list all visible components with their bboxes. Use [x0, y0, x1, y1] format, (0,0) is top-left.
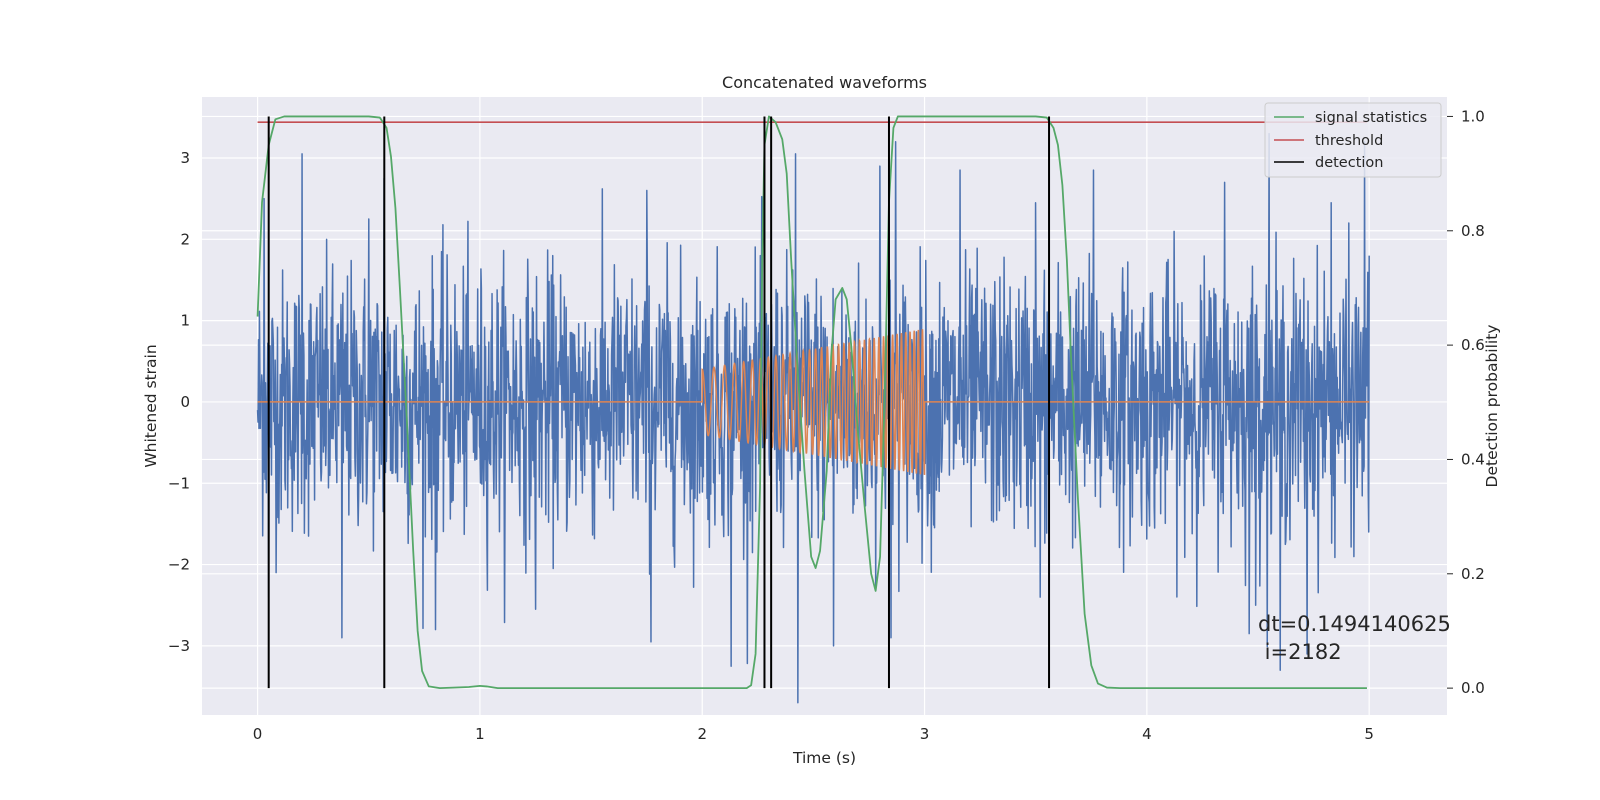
y-tick-label: 1	[180, 312, 190, 330]
y-right-tick-label: 0.8	[1461, 222, 1485, 240]
series-waveform-template	[257, 329, 1370, 476]
y-tick-label: −3	[168, 637, 190, 655]
y-right-tick-label: 0.0	[1461, 679, 1485, 697]
y-tick-label: 2	[180, 230, 190, 248]
x-tick-label: 3	[920, 725, 930, 743]
y-tick-label: −1	[168, 474, 190, 492]
y-right-tick-label: 1.0	[1461, 107, 1485, 125]
x-axis-label: Time (s)	[792, 749, 856, 767]
legend-label-threshold: threshold	[1315, 133, 1383, 149]
legend-box	[1264, 102, 1442, 178]
legend-label-signal-statistics: signal statistics	[1315, 110, 1427, 126]
y-tick-label: 3	[180, 149, 190, 167]
tick-layer: 0 1 2 3 4 5 −3 −2 −1 0 1 2 3 0.0 0.2 0.4 0.6 0.8 1.0	[168, 107, 1485, 743]
x-tick-label: 4	[1142, 725, 1152, 743]
chart-title: Concatenated waveforms	[722, 73, 927, 92]
legend: signal statistics threshold detection	[1264, 102, 1442, 178]
y-right-tick-label: 0.2	[1461, 565, 1485, 583]
legend-label-detection: detection	[1315, 155, 1383, 171]
y-right-tick-label: 0.4	[1461, 450, 1485, 468]
x-tick-label: 2	[697, 725, 707, 743]
annotation-dt: dt=0.1494140625	[1258, 612, 1451, 636]
x-tick-label: 0	[253, 725, 263, 743]
x-tick-label: 5	[1364, 725, 1374, 743]
series-signal-statistics	[256, 115, 1367, 690]
y-axis-right-label: Detection probability	[1483, 325, 1501, 488]
x-tick-label: 1	[475, 725, 485, 743]
y-axis-label: Whitened strain	[142, 344, 160, 467]
y-tick-label: 0	[180, 393, 190, 411]
annotation-index: i=2182	[1258, 640, 1342, 664]
series-layer	[256, 115, 1370, 704]
y-tick-label: −2	[168, 556, 190, 574]
y-right-tick-label: 0.6	[1461, 336, 1485, 354]
